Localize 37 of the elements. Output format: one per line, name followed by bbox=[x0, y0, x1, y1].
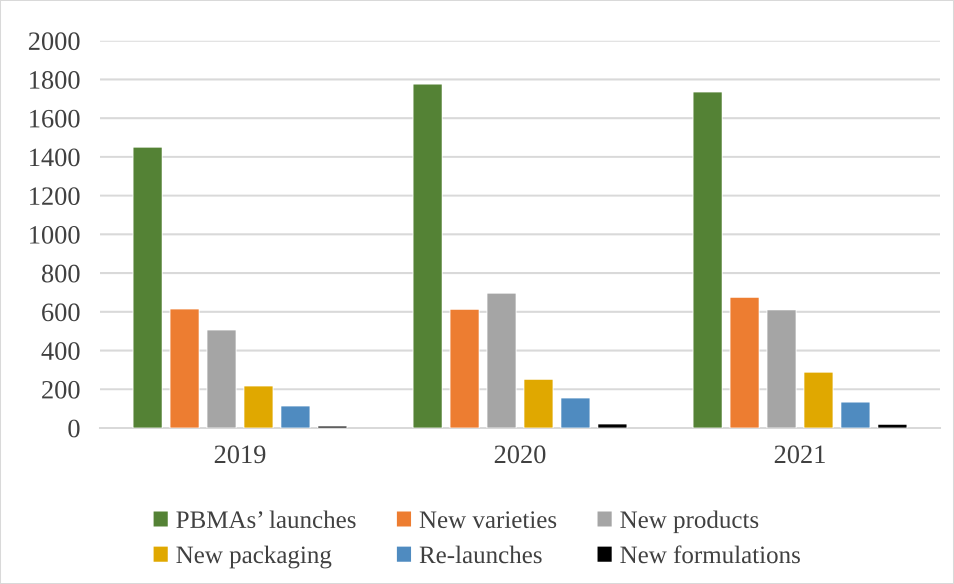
bar bbox=[766, 309, 796, 428]
bar bbox=[877, 424, 908, 428]
bar bbox=[560, 398, 590, 428]
y-tick-label: 1600 bbox=[30, 110, 80, 128]
bar bbox=[132, 146, 163, 428]
bar bbox=[170, 308, 200, 428]
bar bbox=[412, 84, 443, 428]
bar bbox=[524, 378, 554, 428]
bar bbox=[486, 292, 516, 428]
y-tick-label: 0 bbox=[68, 420, 80, 438]
legend-label: PBMAs’ launches bbox=[176, 510, 356, 528]
legend-label: New varieties bbox=[420, 511, 556, 528]
bar bbox=[804, 372, 834, 428]
bar bbox=[730, 296, 760, 428]
y-tick-label: 200 bbox=[42, 380, 80, 399]
x-tick-label: 2021 bbox=[774, 445, 825, 464]
y-tick-label: 800 bbox=[42, 264, 80, 282]
legend-label: New formulations bbox=[620, 545, 800, 564]
legend-label: New packaging bbox=[176, 546, 332, 568]
y-tick-label: 1400 bbox=[30, 148, 80, 166]
bar bbox=[450, 308, 480, 428]
x-tick-label: 2020 bbox=[494, 445, 546, 464]
y-tick-label: 1000 bbox=[30, 226, 80, 244]
bar bbox=[244, 386, 274, 428]
y-tick-label: 2000 bbox=[28, 32, 80, 50]
bar bbox=[206, 330, 236, 428]
legend-label: Re-launches bbox=[420, 546, 542, 564]
y-tick-label: 400 bbox=[41, 342, 80, 360]
bar bbox=[840, 402, 870, 428]
legend-label: New products bbox=[620, 510, 758, 534]
bar bbox=[597, 424, 628, 428]
x-tick-label: 2019 bbox=[214, 445, 266, 464]
y-tick-label: 1200 bbox=[30, 187, 80, 206]
y-tick-label: 600 bbox=[42, 303, 80, 322]
bar bbox=[280, 406, 310, 428]
y-tick-label: 1800 bbox=[30, 71, 80, 89]
bar bbox=[692, 92, 723, 428]
